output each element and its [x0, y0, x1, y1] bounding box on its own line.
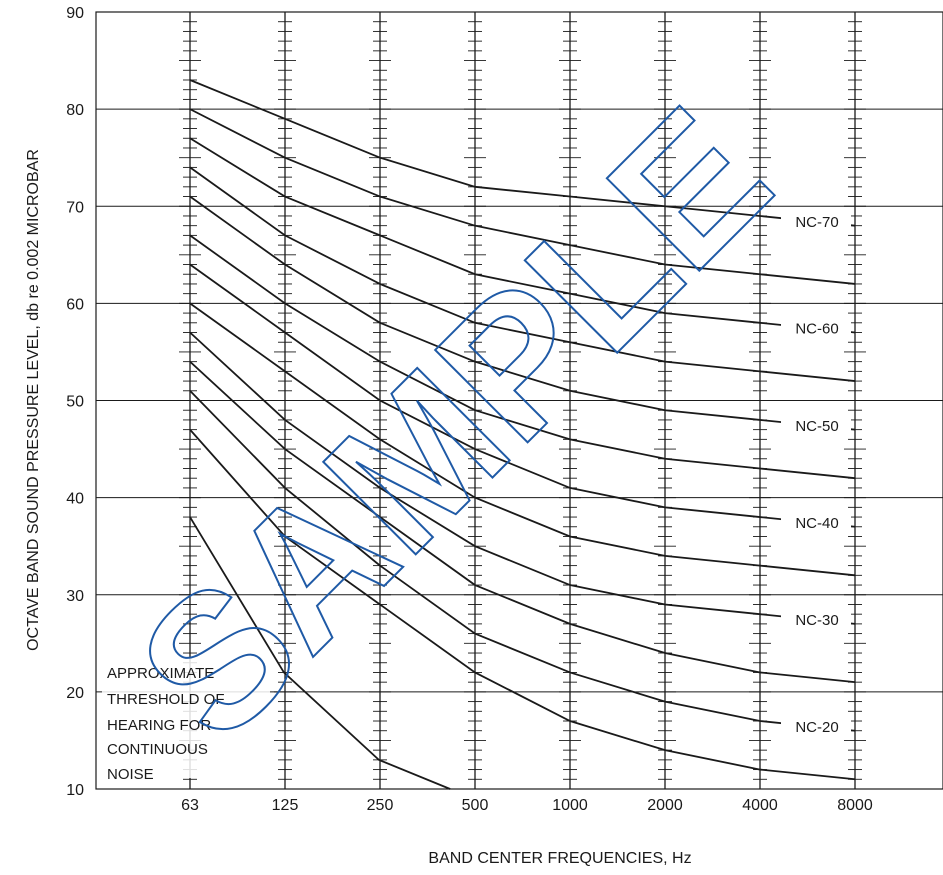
nc-label-bg — [781, 211, 851, 232]
y-tick-label: 60 — [66, 296, 84, 313]
nc-curve — [189, 331, 856, 625]
x-tick-label: 2000 — [647, 797, 683, 814]
nc-curve — [189, 79, 856, 227]
x-tick-label: 250 — [367, 797, 394, 814]
y-tick-label: 20 — [66, 685, 84, 702]
y-tick-label: 90 — [66, 5, 84, 22]
nc-label-bg — [781, 318, 851, 339]
annotation-line: HEARING FOR — [107, 717, 211, 734]
x-tick-labels: 63 125 250 500 1000 2000 4000 8000 — [181, 797, 873, 814]
nc-curves — [189, 79, 856, 790]
nc-curve — [189, 195, 856, 431]
y-tick-labels: 10 20 30 40 50 60 70 80 90 — [66, 5, 84, 799]
nc-curve-label: NC-50 — [795, 418, 838, 435]
nc-curve-label: NC-70 — [795, 214, 838, 231]
y-tick-label: 70 — [66, 199, 84, 216]
x-axis-title: BAND CENTER FREQUENCIES, Hz — [428, 850, 691, 867]
nc-curve — [189, 302, 856, 577]
y-tick-label: 30 — [66, 588, 84, 605]
threshold-curve — [189, 516, 451, 790]
x-tick-label: 63 — [181, 797, 199, 814]
annotation-line: THRESHOLD OF — [107, 691, 225, 708]
y-axis-title: OCTAVE BAND SOUND PRESSURE LEVEL, db re … — [25, 149, 42, 651]
curve-labels: NC-70 NC-60 NC-50 NC-40 NC-30 NC-20 — [781, 211, 851, 737]
x-tick-label: 4000 — [742, 797, 778, 814]
y-tick-label: 80 — [66, 102, 84, 119]
nc-curve — [189, 390, 856, 732]
annotation-line: CONTINUOUS — [107, 741, 208, 758]
nc-curve — [189, 263, 856, 528]
nc-label-bg — [781, 512, 851, 533]
nc-label-bg — [781, 610, 851, 631]
nc-curve — [189, 429, 856, 781]
x-tick-label: 125 — [272, 797, 299, 814]
y-tick-label: 50 — [66, 394, 84, 411]
y-tick-label: 40 — [66, 491, 84, 508]
nc-curve-label: NC-30 — [795, 612, 838, 629]
nc-curve — [189, 234, 856, 480]
nc-curve-label: NC-60 — [795, 321, 838, 338]
nc-curve — [189, 360, 856, 684]
nc-curve — [189, 137, 856, 334]
threshold-annotation: APPROXIMATE THRESHOLD OF HEARING FOR CON… — [102, 658, 270, 783]
x-tick-label: 8000 — [837, 797, 873, 814]
y-tick-label: 10 — [66, 782, 84, 799]
grid — [95, 11, 943, 790]
sample-watermark: SAMPLE — [99, 69, 809, 779]
nc-curve-label: NC-40 — [795, 515, 838, 532]
annotation-line: APPROXIMATE — [107, 665, 214, 682]
nc-label-bg — [781, 716, 851, 737]
nc-curve-label: NC-20 — [795, 719, 838, 736]
annotation-line: NOISE — [107, 766, 154, 783]
nc-label-bg — [781, 415, 851, 436]
nc-curve — [189, 108, 856, 285]
x-tick-label: 1000 — [552, 797, 588, 814]
x-tick-label: 500 — [462, 797, 489, 814]
nc-curve — [189, 166, 856, 382]
